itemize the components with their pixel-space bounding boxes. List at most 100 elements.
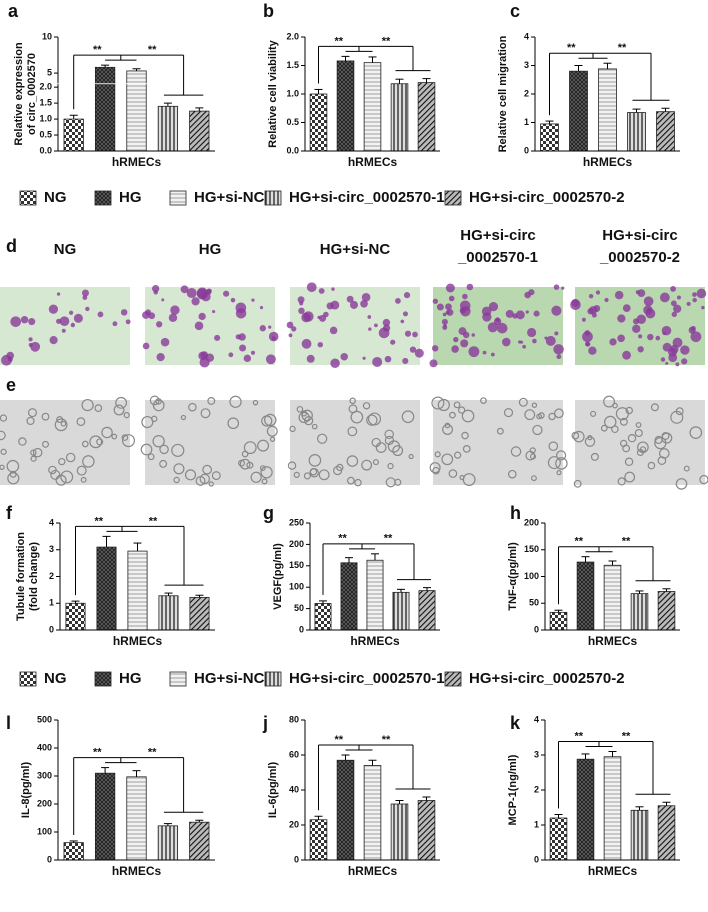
- cell: [657, 456, 667, 465]
- bar: [157, 825, 179, 861]
- x-axis-label: hRMECs: [588, 864, 638, 878]
- cell: [170, 305, 180, 315]
- cell: [584, 436, 596, 447]
- cell: [571, 431, 580, 440]
- y-tick-label: 0: [534, 624, 539, 634]
- cell: [112, 321, 118, 327]
- cell: [524, 409, 536, 421]
- bar: [576, 758, 595, 861]
- cell: [490, 352, 495, 357]
- cell: [297, 296, 305, 304]
- cell: [650, 403, 659, 412]
- cell: [208, 481, 214, 487]
- cell: [70, 322, 76, 328]
- y-axis-label: Relative cell migration: [497, 35, 509, 152]
- cell: [0, 414, 8, 422]
- y-tick-label: 20: [289, 819, 299, 829]
- cell: [573, 430, 585, 443]
- cell: [296, 405, 304, 413]
- cell: [617, 334, 625, 343]
- cell: [429, 462, 441, 474]
- cell: [441, 453, 454, 466]
- x-axis-label: hRMECs: [348, 864, 398, 878]
- bar: [627, 112, 646, 152]
- cell: [26, 416, 35, 426]
- cell: [82, 295, 88, 301]
- cell: [622, 444, 631, 453]
- y-tick-label: 1.5: [39, 97, 52, 107]
- cell: [198, 351, 208, 361]
- cell: [670, 286, 676, 292]
- cell: [56, 416, 64, 424]
- cell: [287, 461, 297, 470]
- x-axis-label: hRMECs: [350, 634, 400, 648]
- cell: [548, 412, 556, 421]
- photo-label: HG+si-circ: [602, 227, 677, 244]
- cell: [18, 437, 27, 446]
- cell: [532, 338, 537, 344]
- y-tick-label: 0: [47, 854, 52, 864]
- cell: [349, 300, 358, 309]
- cell: [518, 397, 528, 407]
- y-tick-label: 3: [49, 544, 54, 554]
- cell: [152, 399, 165, 412]
- cell: [493, 317, 502, 326]
- photo: [140, 395, 278, 487]
- cell: [120, 309, 128, 316]
- cell: [661, 431, 670, 440]
- cell: [121, 434, 129, 441]
- panel-label: a: [8, 1, 19, 21]
- cell: [502, 337, 511, 347]
- y-tick-label: 50: [294, 603, 304, 613]
- cell: [251, 298, 255, 302]
- cell: [362, 402, 371, 410]
- y-axis-label: of circ_0002570: [26, 53, 38, 135]
- cell: [81, 289, 89, 297]
- y-tick-label: 4: [534, 714, 539, 724]
- cell: [462, 445, 471, 453]
- cell: [30, 341, 41, 352]
- y-tick-label: 2.0: [286, 31, 299, 41]
- cell: [468, 346, 480, 358]
- cell: [671, 311, 677, 318]
- bar: [549, 611, 568, 631]
- legend-swatch: [169, 671, 187, 687]
- x-axis-label: hRMECs: [348, 155, 398, 169]
- significance: **: [618, 42, 627, 54]
- cell: [545, 335, 556, 346]
- y-tick-label: 2: [534, 784, 539, 794]
- cell: [94, 404, 103, 413]
- bar: [309, 93, 328, 152]
- cell: [152, 435, 165, 448]
- cell: [658, 448, 670, 459]
- cell: [553, 284, 560, 290]
- y-tick-label: 5: [47, 67, 52, 77]
- bar: [189, 110, 210, 152]
- photo: [571, 395, 708, 490]
- cell: [202, 464, 213, 475]
- cell: [627, 434, 637, 443]
- cell: [654, 437, 667, 450]
- cell: [286, 321, 294, 329]
- legend-swatch: [94, 671, 112, 687]
- cell: [257, 439, 270, 452]
- cell: [638, 334, 643, 339]
- panel-label: d: [6, 236, 17, 256]
- cell: [362, 356, 366, 360]
- cell: [609, 338, 617, 346]
- cell: [632, 324, 641, 333]
- cell: [668, 353, 678, 363]
- cell: [54, 418, 68, 432]
- cell: [590, 452, 599, 461]
- bar: [417, 800, 436, 861]
- cell: [696, 288, 707, 299]
- cell: [617, 314, 626, 323]
- cell: [458, 327, 467, 336]
- bar: [366, 559, 384, 631]
- cell: [368, 327, 372, 331]
- cell: [85, 306, 90, 312]
- cell: [681, 358, 688, 365]
- cell: [30, 455, 37, 462]
- cell: [318, 288, 325, 294]
